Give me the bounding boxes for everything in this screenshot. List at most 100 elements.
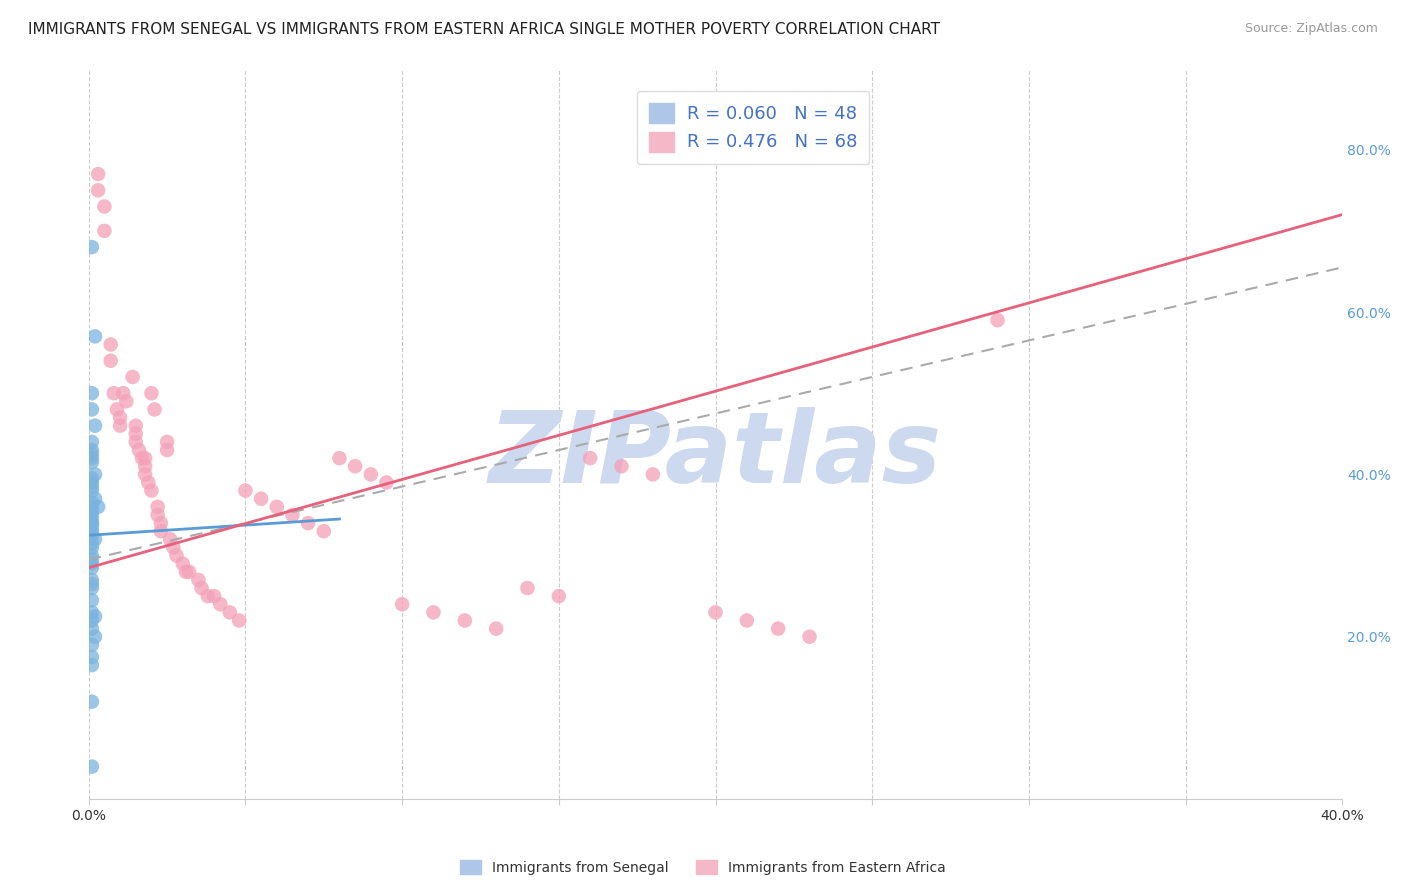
Point	[80, 536, 103, 550]
Point	[80, 434, 103, 449]
Legend: Immigrants from Senegal, Immigrants from Eastern Africa: Immigrants from Senegal, Immigrants from…	[454, 855, 952, 880]
Point	[80, 508, 103, 522]
Point	[80, 475, 103, 490]
Point	[149, 516, 172, 530]
Point	[156, 443, 179, 458]
Point	[80, 573, 103, 587]
Point	[80, 496, 103, 510]
Point	[131, 451, 153, 466]
Point	[134, 467, 156, 482]
Point	[485, 622, 508, 636]
Point	[143, 402, 166, 417]
Point	[80, 402, 103, 417]
Point	[84, 418, 107, 433]
Point	[218, 606, 240, 620]
Point	[166, 549, 188, 563]
Point	[149, 524, 172, 539]
Point	[121, 370, 143, 384]
Point	[80, 524, 103, 539]
Point	[80, 606, 103, 620]
Point	[610, 459, 633, 474]
Point	[735, 614, 758, 628]
Point	[162, 541, 184, 555]
Point	[80, 557, 103, 571]
Point	[105, 402, 128, 417]
Point	[80, 650, 103, 665]
Point	[80, 455, 103, 469]
Point	[80, 471, 103, 485]
Point	[250, 491, 273, 506]
Point	[80, 516, 103, 530]
Point	[115, 394, 138, 409]
Point	[80, 695, 103, 709]
Point	[344, 459, 367, 474]
Point	[360, 467, 382, 482]
Point	[80, 541, 103, 555]
Point	[146, 500, 169, 514]
Point	[766, 622, 789, 636]
Text: IMMIGRANTS FROM SENEGAL VS IMMIGRANTS FROM EASTERN AFRICA SINGLE MOTHER POVERTY : IMMIGRANTS FROM SENEGAL VS IMMIGRANTS FR…	[28, 22, 941, 37]
Point	[986, 313, 1008, 327]
Point	[80, 549, 103, 563]
Point	[125, 434, 148, 449]
Point	[159, 533, 181, 547]
Point	[312, 524, 335, 539]
Point	[93, 200, 115, 214]
Point	[80, 528, 103, 542]
Point	[202, 589, 225, 603]
Point	[87, 500, 110, 514]
Point	[190, 581, 212, 595]
Point	[80, 483, 103, 498]
Point	[80, 512, 103, 526]
Point	[454, 614, 477, 628]
Point	[125, 418, 148, 433]
Point	[422, 606, 444, 620]
Point	[136, 475, 159, 490]
Point	[100, 337, 122, 351]
Point	[84, 533, 107, 547]
Point	[80, 479, 103, 493]
Point	[156, 434, 179, 449]
Point	[80, 638, 103, 652]
Point	[80, 386, 103, 401]
Point	[112, 386, 135, 401]
Legend: R = 0.060   N = 48, R = 0.476   N = 68: R = 0.060 N = 48, R = 0.476 N = 68	[637, 92, 869, 164]
Point	[87, 183, 110, 197]
Point	[297, 516, 319, 530]
Point	[80, 552, 103, 566]
Point	[134, 459, 156, 474]
Text: Source: ZipAtlas.com: Source: ZipAtlas.com	[1244, 22, 1378, 36]
Point	[141, 386, 163, 401]
Point	[266, 500, 288, 514]
Point	[235, 483, 257, 498]
Point	[80, 447, 103, 461]
Point	[174, 565, 197, 579]
Point	[197, 589, 219, 603]
Point	[80, 593, 103, 607]
Point	[80, 443, 103, 458]
Point	[84, 609, 107, 624]
Point	[80, 759, 103, 773]
Point	[80, 451, 103, 466]
Point	[80, 520, 103, 534]
Point	[80, 658, 103, 673]
Point	[799, 630, 821, 644]
Point	[146, 508, 169, 522]
Point	[80, 581, 103, 595]
Point	[328, 451, 350, 466]
Point	[172, 557, 194, 571]
Point	[100, 353, 122, 368]
Point	[281, 508, 304, 522]
Point	[80, 504, 103, 518]
Point	[141, 483, 163, 498]
Point	[579, 451, 602, 466]
Point	[209, 597, 232, 611]
Point	[375, 475, 398, 490]
Point	[84, 491, 107, 506]
Point	[134, 451, 156, 466]
Point	[80, 516, 103, 530]
Point	[84, 467, 107, 482]
Point	[641, 467, 664, 482]
Point	[84, 329, 107, 343]
Point	[80, 500, 103, 514]
